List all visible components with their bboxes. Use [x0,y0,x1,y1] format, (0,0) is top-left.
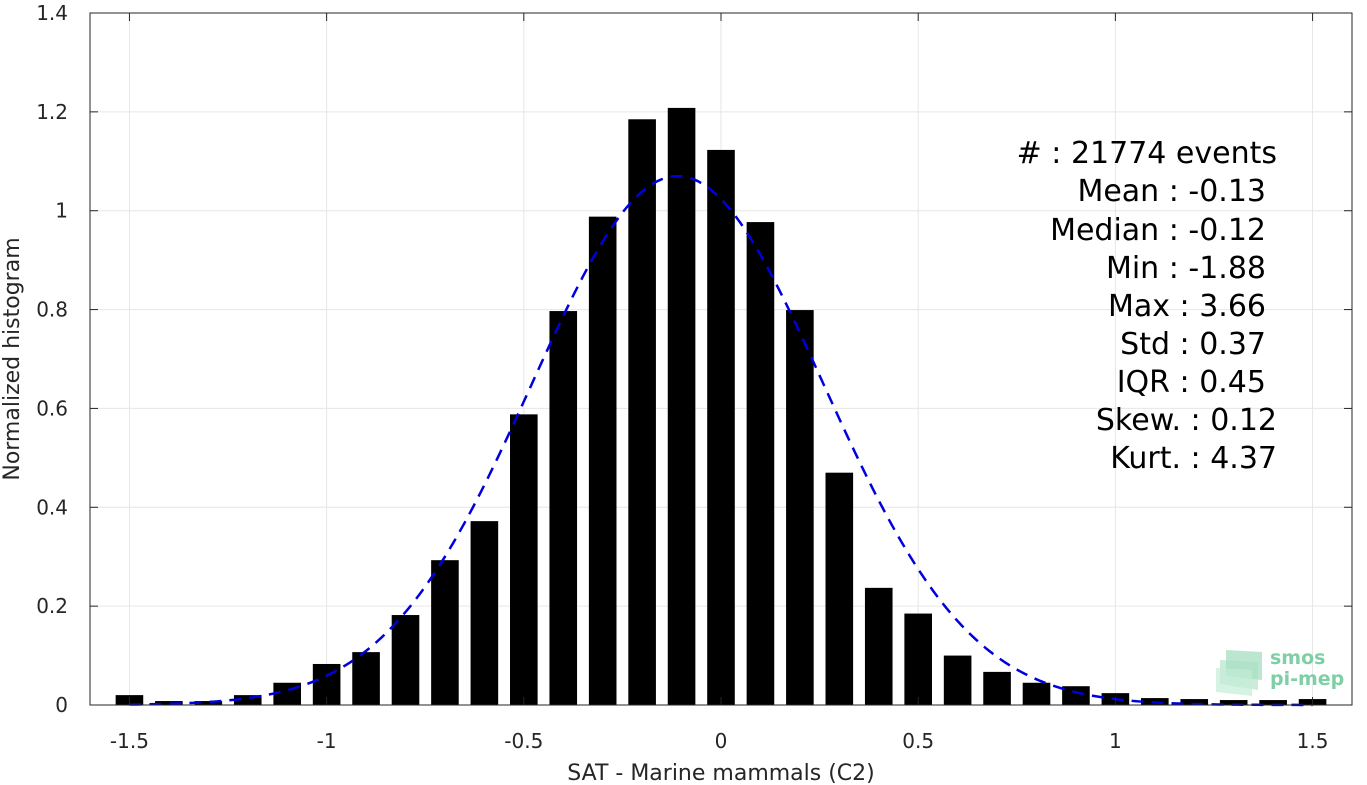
x-tick-label: 0 [715,729,728,753]
histogram-bar [1062,686,1090,705]
y-tick-label: 1 [55,199,68,223]
x-tick-label: 0.5 [902,729,934,753]
histogram-bar [233,695,262,705]
histogram-bar [943,655,972,705]
histogram-bar [391,615,420,705]
x-axis-ticks: -1.5 -1 -0.5 0 0.5 1 1.5 [110,13,1329,753]
x-tick-label: 1.5 [1297,729,1329,753]
x-tick-label: -1.5 [110,729,149,753]
y-axis-ticks: 0 0.2 0.4 0.6 0.8 1 1.2 1.4 [36,1,1352,717]
y-tick-label: 0.6 [36,396,68,420]
histogram-bar [667,107,696,706]
y-tick-label: 0.4 [36,495,68,519]
stats-kurt: Kurt. : 4.37 [1110,441,1277,476]
wave-stack-icon [1216,650,1262,696]
y-tick-label: 0.8 [36,298,68,322]
y-axis-title: Normalized histogram [0,237,25,480]
histogram-bar [1180,699,1209,705]
histogram-bar [1219,700,1248,705]
logo-line1: smos [1270,647,1325,669]
stats-max: Max : 3.66 [1108,289,1266,324]
histogram-bar [431,560,459,705]
histogram-bar [155,701,183,705]
smos-pimep-logo: smos pi-mep [1216,647,1344,696]
histogram-bar [549,311,578,705]
histogram-bar [904,613,932,705]
logo-line2: pi-mep [1270,668,1344,690]
x-tick-label: 1 [1109,729,1122,753]
histogram-bar [470,521,499,705]
y-tick-label: 1.4 [36,1,68,25]
histogram-bar [983,671,1011,705]
histogram-bar [1259,700,1287,705]
x-axis-title: SAT - Marine mammals (C2) [567,761,875,785]
stats-min: Min : -1.88 [1106,251,1266,286]
stats-skew: Skew. : 0.12 [1096,403,1277,438]
histogram-bars [115,107,1327,706]
histogram-bar [825,472,854,705]
y-tick-label: 1.2 [36,100,68,124]
y-tick-label: 0.2 [36,594,68,618]
x-tick-label: -0.5 [504,729,543,753]
stats-count: # : 21774 events [1017,136,1277,171]
histogram-bar [1022,682,1051,705]
stats-box: # : 21774 events Mean : -0.13 Median : -… [1017,136,1277,476]
histogram-bar [588,216,617,705]
stats-mean: Mean : -0.13 [1077,174,1266,209]
histogram-bar [707,149,735,706]
stats-median: Median : -0.12 [1050,213,1266,248]
histogram-bar [352,652,380,705]
y-tick-label: 0 [55,693,68,717]
stats-iqr: IQR : 0.45 [1117,365,1266,400]
histogram-bar [510,414,538,705]
histogram-bar [864,587,893,705]
stats-std: Std : 0.37 [1120,327,1266,362]
histogram-bar [746,222,775,705]
histogram-bar [786,310,814,705]
x-tick-label: -1 [317,729,337,753]
histogram-bar [194,701,223,705]
histogram-bar [628,119,656,706]
